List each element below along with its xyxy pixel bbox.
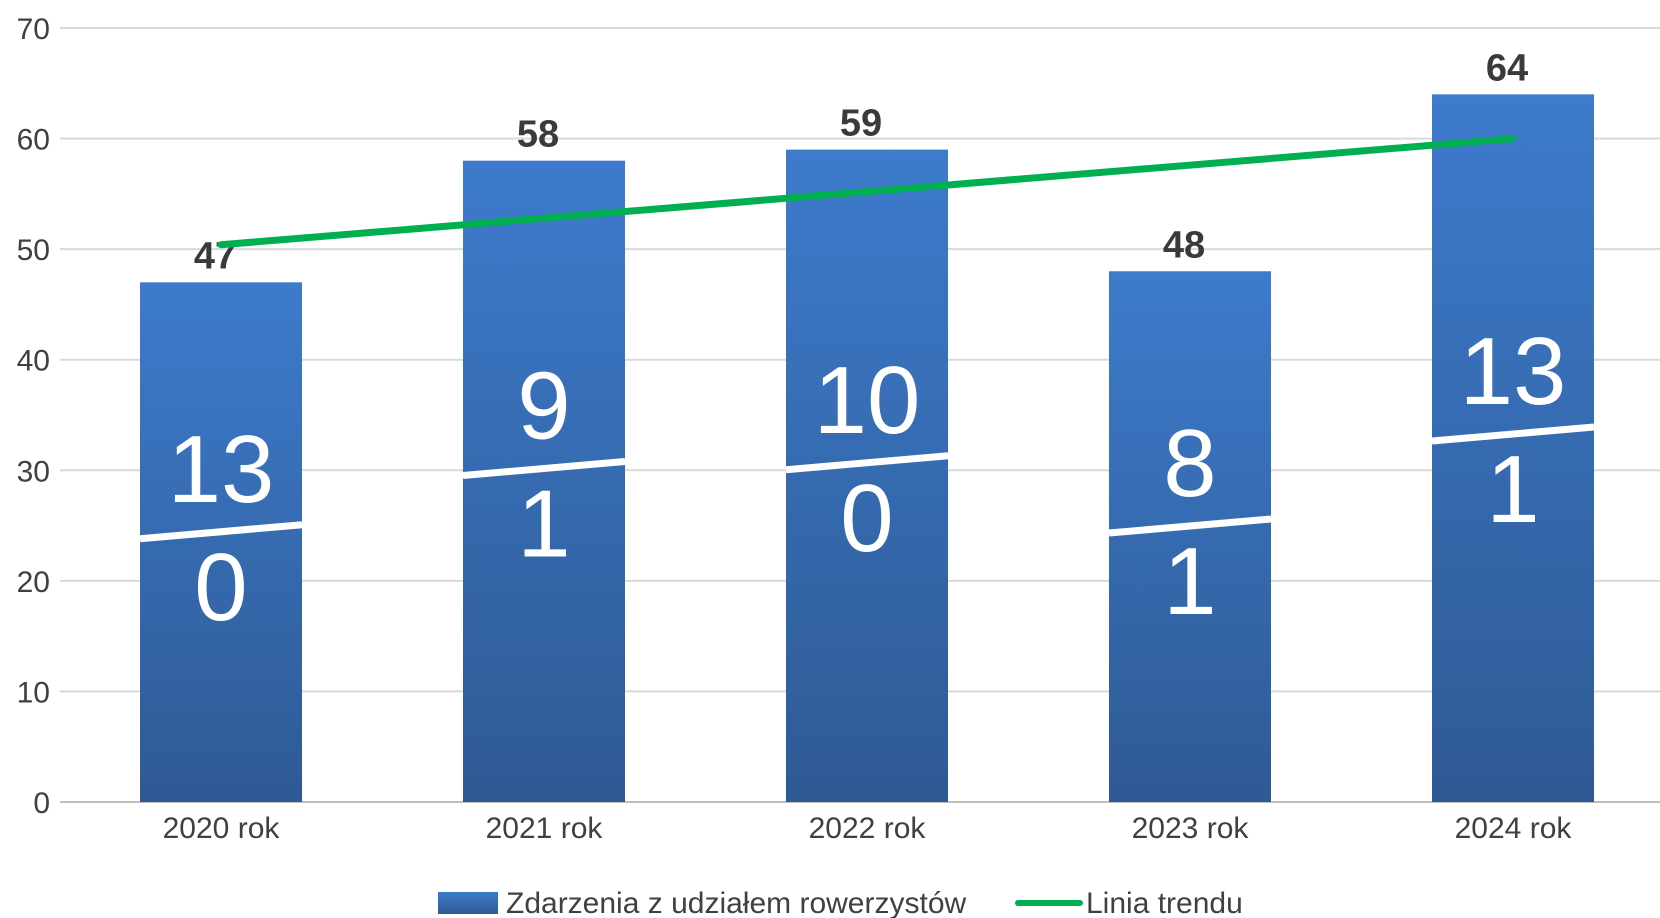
y-tick-label: 40 bbox=[17, 345, 50, 378]
bar-value-label: 64 bbox=[1486, 47, 1528, 89]
y-tick-label: 70 bbox=[17, 13, 50, 46]
bar bbox=[786, 149, 948, 803]
bar-inner-label-top: 9 bbox=[517, 353, 570, 460]
bar-split-line bbox=[139, 521, 303, 543]
y-tick-label: 10 bbox=[17, 676, 50, 709]
bar-split-line bbox=[1431, 423, 1595, 445]
bar-split-line bbox=[1108, 515, 1272, 537]
bar-value-label: 48 bbox=[1163, 224, 1205, 266]
legend-swatch-bars bbox=[438, 892, 498, 914]
x-tick-label: 2022 rok bbox=[809, 812, 927, 845]
y-tick-label: 20 bbox=[17, 566, 50, 599]
bar-inner-label-bottom: 1 bbox=[1486, 436, 1539, 543]
bar-value-label: 58 bbox=[517, 114, 559, 156]
bar-inner-label-top: 13 bbox=[168, 416, 275, 523]
bar-inner-label-bottom: 1 bbox=[1163, 528, 1216, 635]
y-tick-label: 0 bbox=[33, 787, 50, 820]
bar-split-line bbox=[462, 458, 626, 480]
x-tick-label: 2024 rok bbox=[1455, 812, 1573, 845]
bar-inner-label-bottom: 1 bbox=[517, 471, 570, 578]
legend: Zdarzenia z udziałem rowerzystów Linia t… bbox=[438, 887, 1243, 918]
x-tick-label: 2020 rok bbox=[163, 812, 281, 845]
bar bbox=[1109, 271, 1271, 802]
y-tick-label: 30 bbox=[17, 455, 50, 488]
y-tick-label: 60 bbox=[17, 124, 50, 157]
legend-label-bars: Zdarzenia z udziałem rowerzystów bbox=[506, 887, 967, 918]
x-tick-label: 2023 rok bbox=[1132, 812, 1250, 845]
bar-inner-label-top: 13 bbox=[1460, 318, 1567, 425]
legend-label-trend: Linia trendu bbox=[1086, 887, 1243, 918]
bar-split-line bbox=[785, 452, 949, 474]
y-tick-label: 50 bbox=[17, 234, 50, 267]
x-tick-label: 2021 rok bbox=[486, 812, 604, 845]
bar bbox=[1432, 94, 1594, 803]
bar bbox=[140, 282, 302, 802]
bar-value-label: 59 bbox=[840, 103, 882, 145]
trend-line-group bbox=[217, 135, 1517, 249]
y-axis: 0 10 20 30 40 50 60 70 bbox=[17, 13, 50, 820]
bar-inner-label-top: 10 bbox=[814, 347, 921, 454]
bar-inner-label-bottom: 0 bbox=[840, 465, 893, 572]
bar bbox=[463, 160, 625, 802]
trend-line bbox=[217, 135, 1517, 249]
bar-inner-label-bottom: 0 bbox=[194, 534, 247, 641]
bar-inner-label-top: 8 bbox=[1163, 410, 1216, 517]
x-axis: 2020 rok 2021 rok 2022 rok 2023 rok 2024 rok bbox=[163, 812, 1573, 845]
